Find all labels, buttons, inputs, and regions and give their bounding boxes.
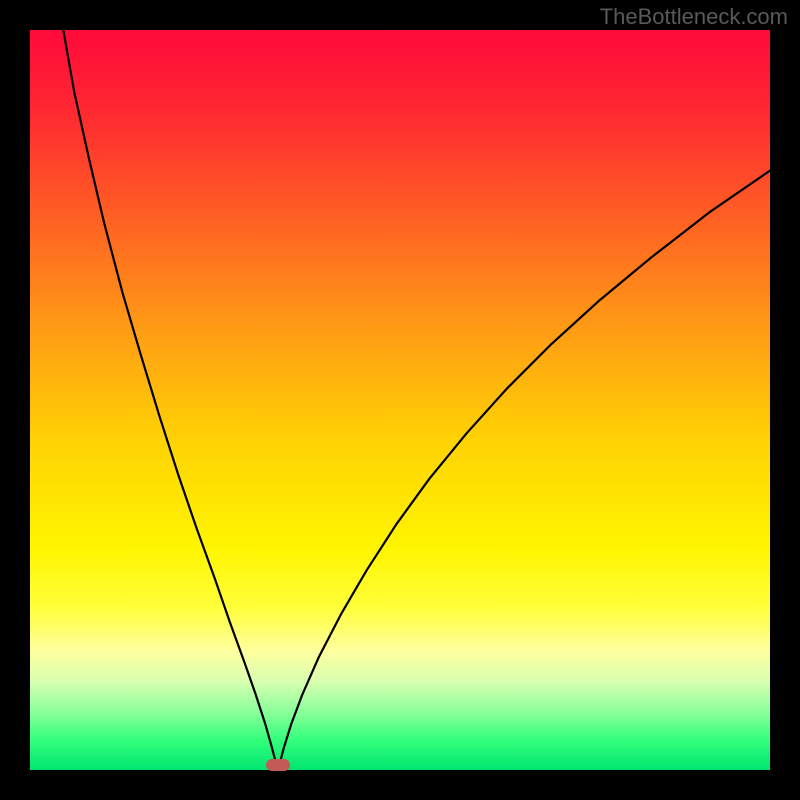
curve-vertex-marker <box>266 759 290 771</box>
chart-plot-area <box>30 30 770 770</box>
watermark-text: TheBottleneck.com <box>600 4 788 30</box>
bottleneck-curve <box>30 30 770 770</box>
